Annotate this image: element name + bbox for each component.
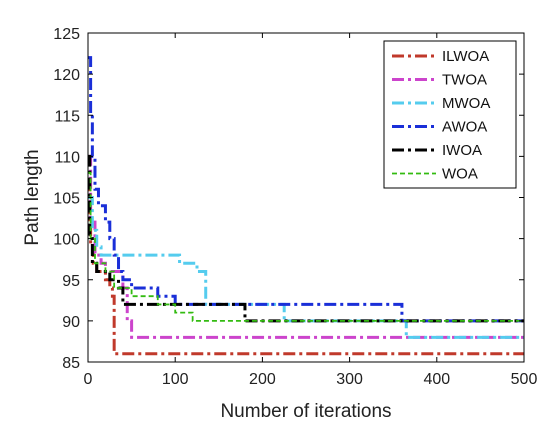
y-tick-label: 115 bbox=[54, 108, 80, 125]
series-line-woa bbox=[88, 171, 524, 322]
legend-label-iwoa: IWOA bbox=[442, 142, 482, 159]
legend-box bbox=[383, 40, 517, 189]
y-tick-label: 95 bbox=[62, 273, 80, 290]
legend-label-twoa: TWOA bbox=[442, 72, 487, 89]
y-tick-label: 110 bbox=[54, 149, 80, 166]
x-tick-label: 400 bbox=[423, 371, 450, 388]
legend-label-woa: WOA bbox=[442, 166, 478, 183]
x-tick-label: 300 bbox=[336, 371, 363, 388]
legend-label-awoa: AWOA bbox=[442, 119, 487, 136]
ticks-layer: 0 100 200 300 400 500 85 90 95 100 105 110 115 120 125 bbox=[53, 26, 537, 388]
legend: ILWOA TWOA MWOA AWOA IWOA WOA bbox=[383, 40, 517, 189]
legend-label-mwoa: MWOA bbox=[442, 95, 490, 112]
y-tick-label: 85 bbox=[62, 355, 80, 372]
y-axis-title: Path length bbox=[22, 149, 43, 245]
x-tick-label: 100 bbox=[162, 371, 189, 388]
y-tick-label: 105 bbox=[53, 191, 80, 208]
series-line-ilwoa bbox=[88, 179, 524, 356]
y-tick-label: 120 bbox=[53, 67, 80, 84]
series-line-awoa bbox=[88, 56, 524, 323]
y-tick-label: 90 bbox=[62, 314, 80, 331]
y-tick-label: 100 bbox=[53, 232, 80, 249]
y-tick-label: 125 bbox=[53, 26, 80, 43]
x-axis-title: Number of iterations bbox=[220, 401, 391, 422]
x-tick-label: 200 bbox=[249, 371, 276, 388]
x-tick-label: 500 bbox=[511, 371, 538, 388]
legend-label-ilwoa: ILWOA bbox=[442, 48, 489, 65]
x-tick-label: 0 bbox=[84, 371, 93, 388]
